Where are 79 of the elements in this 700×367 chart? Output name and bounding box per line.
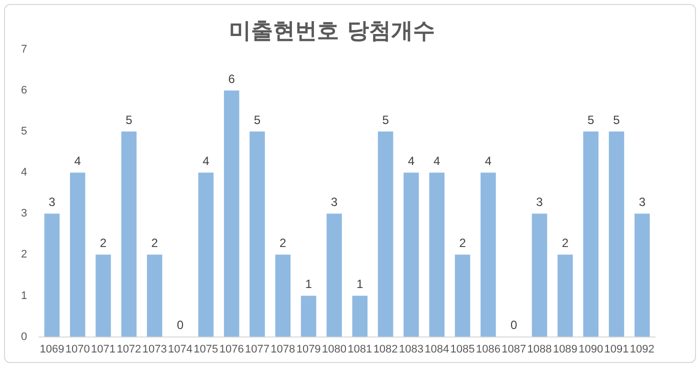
data-label: 2: [280, 236, 287, 250]
x-tick-label: 1078: [270, 343, 296, 356]
y-tick-label: 2: [20, 248, 28, 261]
data-label: 4: [434, 154, 441, 168]
bar: [352, 296, 368, 337]
x-tick-label: 1069: [40, 343, 64, 356]
y-tick-label: 5: [20, 126, 28, 138]
data-label: 2: [151, 236, 158, 250]
bar: [250, 132, 265, 337]
bar: [454, 254, 470, 337]
bar: [198, 172, 214, 337]
x-tick-label: 1080: [322, 343, 346, 356]
x-tick-label: 1083: [398, 343, 424, 356]
data-label: 3: [330, 194, 338, 209]
y-tick-label: 7: [20, 43, 28, 56]
bar: [583, 132, 598, 337]
bar: [608, 132, 624, 337]
y-tick-label: 3: [20, 208, 28, 220]
x-tick-label: 1082: [373, 343, 398, 356]
x-tick-label: 1081: [348, 343, 372, 356]
x-tick-label: 1091: [604, 343, 629, 356]
data-label: 2: [100, 236, 107, 250]
x-tick-label: 1086: [476, 343, 500, 356]
bar: [558, 254, 573, 337]
bar: [121, 132, 137, 337]
data-label: 5: [254, 112, 261, 127]
data-label: 4: [202, 154, 210, 168]
x-tick-label: 1084: [424, 343, 450, 356]
bar: [404, 172, 419, 337]
data-label: 5: [613, 112, 620, 127]
data-label: 1: [305, 277, 312, 292]
data-label: 0: [510, 318, 518, 332]
bar: [429, 172, 445, 337]
data-label: 4: [484, 154, 492, 168]
x-tick-label: 1089: [552, 343, 578, 356]
x-tick-label: 1075: [194, 343, 218, 356]
bar: [480, 172, 496, 337]
data-label: 5: [588, 112, 594, 127]
x-tick-label: 1085: [450, 343, 475, 356]
data-label: 3: [536, 194, 544, 209]
data-label: 1: [356, 277, 364, 292]
bar: [44, 214, 60, 337]
x-tick-label: 1092: [630, 343, 654, 356]
data-label: 3: [48, 194, 56, 209]
y-tick-label: 4: [20, 166, 28, 179]
x-tick-label: 1076: [219, 343, 244, 356]
bar: [634, 214, 650, 337]
y-tick-label: 6: [20, 84, 28, 96]
bar: [96, 254, 111, 337]
data-label: 4: [74, 154, 82, 168]
bar: [146, 254, 162, 337]
bar: [70, 172, 86, 337]
bar: [532, 214, 548, 337]
x-tick-label: 1072: [116, 343, 142, 356]
data-label: 4: [408, 154, 415, 168]
x-tick-label: 1071: [91, 343, 116, 356]
x-tick-label: 1073: [142, 343, 167, 356]
data-label: 2: [562, 236, 569, 250]
x-tick-label: 1088: [527, 343, 552, 356]
x-tick-label: 1070: [65, 343, 90, 356]
x-tick-label: 1074: [168, 343, 192, 356]
data-label: 5: [382, 112, 390, 127]
data-label: 3: [638, 194, 646, 209]
x-tick-label: 1090: [578, 343, 604, 356]
bar: [300, 296, 316, 337]
y-tick-label: 0: [20, 330, 28, 343]
bar: [224, 90, 240, 337]
x-tick-label: 1087: [502, 343, 526, 356]
data-label: 6: [228, 72, 236, 86]
x-tick-label: 1079: [296, 343, 321, 356]
chart-title: 미출현번호 당첨개수: [229, 18, 435, 44]
x-tick-label: 1077: [245, 343, 270, 356]
bar: [326, 214, 342, 337]
data-label: 5: [126, 112, 133, 127]
y-tick-label: 1: [20, 290, 28, 302]
data-label: 0: [176, 318, 184, 332]
bar: [275, 254, 291, 337]
data-label: 2: [459, 236, 466, 250]
bar: [378, 132, 394, 337]
